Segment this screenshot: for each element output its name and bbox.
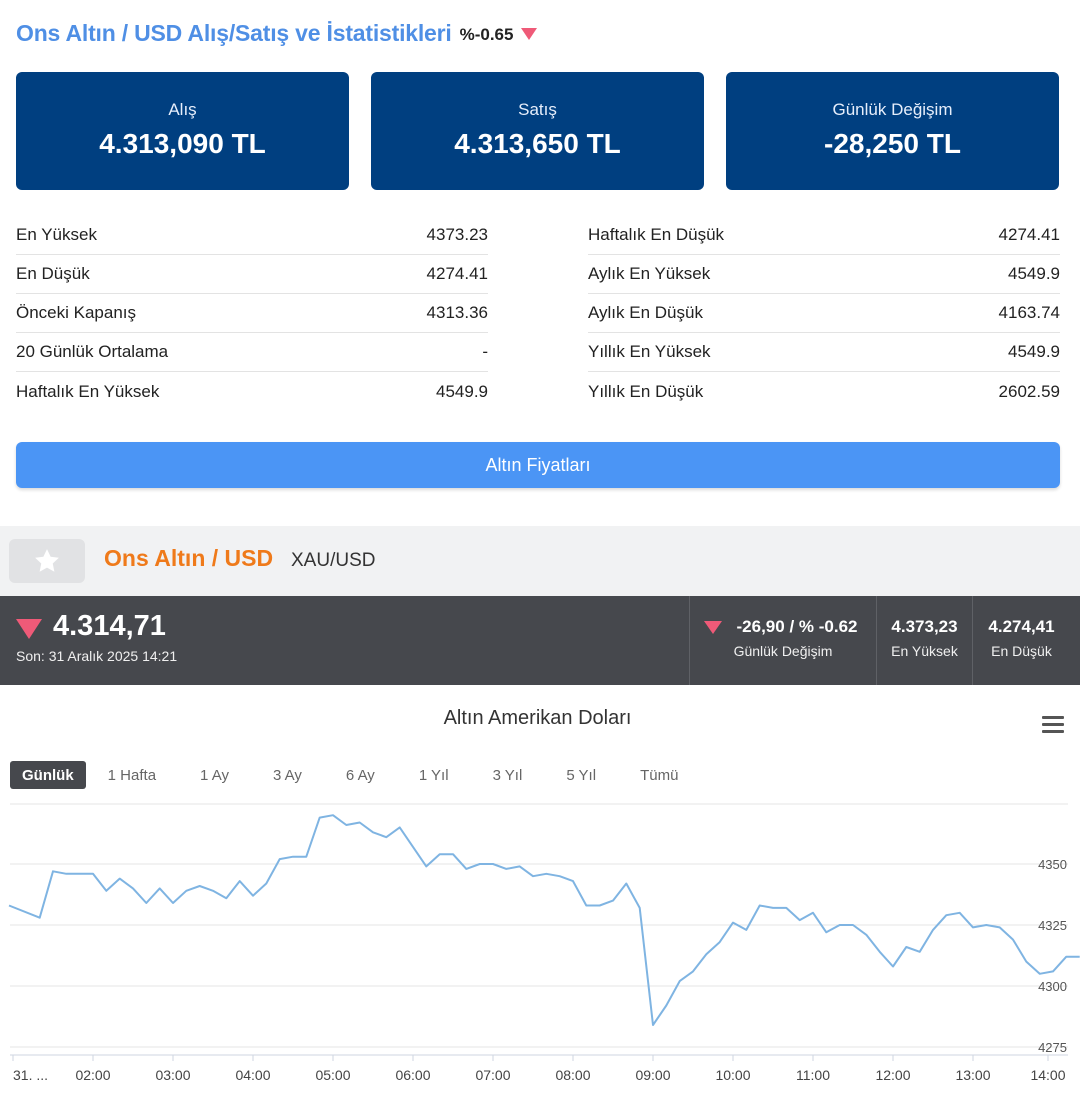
daily-change-label: Günlük Değişim (733, 643, 833, 659)
x-tick-label: 09:00 (635, 1067, 670, 1083)
stat-label: Haftalık En Düşük (588, 225, 725, 244)
range-button[interactable]: 3 Yıl (492, 766, 523, 784)
x-tick-label: 03:00 (155, 1067, 190, 1083)
quote-bar (0, 596, 1080, 685)
card-label: Günlük Değişim (832, 100, 953, 119)
low-cell: 4.274,41 En Düşük (972, 596, 1070, 685)
stats-panel: Ons Altın / USD Alış/Satış ve İstatistik… (0, 0, 1080, 526)
y-tick-label: 4300 (1038, 979, 1067, 994)
range-button[interactable]: 1 Yıl (418, 766, 449, 784)
sell-price-card: Satış 4.313,650 TL (371, 72, 704, 190)
stat-value: 4163.74 (998, 303, 1060, 322)
down-arrow-icon (704, 621, 722, 634)
card-value: -28,250 TL (824, 128, 961, 159)
stat-label: Aylık En Yüksek (588, 264, 711, 283)
stat-row: Aylık En Yüksek 4549.9 (588, 255, 1060, 294)
stat-value: - (482, 342, 488, 361)
range-button[interactable]: 6 Ay (345, 766, 375, 784)
stat-value: 4549.9 (436, 381, 488, 401)
x-tick-label: 05:00 (315, 1067, 350, 1083)
hamburger-menu-icon[interactable] (1042, 716, 1064, 734)
card-label: Alış (168, 100, 197, 119)
down-arrow-icon (16, 619, 42, 639)
x-tick-label: 08:00 (555, 1067, 590, 1083)
stat-row: En Düşük 4274.41 (16, 255, 488, 294)
stat-label: Yıllık En Yüksek (588, 342, 711, 361)
stat-value: 4274.41 (426, 264, 488, 283)
daily-change-value: -26,90 / % -0.62 (736, 617, 858, 636)
star-icon (35, 549, 59, 572)
stat-label: Haftalık En Yüksek (16, 381, 160, 401)
daily-change-card: Günlük Değişim -28,250 TL (726, 72, 1059, 190)
stats-right: Haftalık En Düşük 4274.41 Aylık En Yüksek… (588, 216, 1060, 411)
stat-value: 2602.59 (998, 381, 1060, 401)
last-update-time: Son: 31 Aralık 2025 14:21 (16, 648, 178, 664)
x-tick-label: 13:00 (955, 1067, 990, 1083)
daily-change-cell: -26,90 / % -0.62 Günlük Değişim (689, 596, 876, 685)
favorite-button[interactable] (9, 539, 85, 583)
range-button[interactable]: Tümü (640, 766, 679, 784)
buy-price-card: Alış 4.313,090 TL (16, 72, 349, 190)
range-button[interactable]: 3 Ay (272, 766, 302, 784)
stats-left: En Yüksek 4373.23 En Düşük 4274.41 Önceki … (16, 216, 488, 411)
stat-value: 4274.41 (998, 225, 1060, 244)
stat-label: 20 Günlük Ortalama (16, 342, 169, 361)
x-tick-label: 06:00 (395, 1067, 430, 1083)
high-label: En Yüksek (891, 643, 958, 659)
stat-label: Aylık En Düşük (588, 303, 703, 322)
last-price: 4.314,71 (53, 610, 166, 642)
x-tick-label: 11:00 (796, 1067, 830, 1083)
down-arrow-icon (521, 28, 538, 40)
card-label: Satış (518, 100, 557, 119)
stat-value: 4373.23 (426, 225, 488, 244)
stat-value: 4549.9 (1008, 264, 1060, 283)
stat-row: Yıllık En Düşük 2602.59 (588, 372, 1060, 411)
symbol-header (0, 526, 1080, 596)
title-row: Ons Altın / USD Alış/Satış ve İstatistik… (16, 18, 538, 48)
stat-row: Önceki Kapanış 4313.36 (16, 294, 488, 333)
x-tick-label: 07:00 (475, 1067, 510, 1083)
symbol-name: Ons Altın / USD (104, 545, 274, 571)
stat-row: Haftalık En Yüksek 4549.9 (16, 372, 488, 411)
high-cell: 4.373,23 En Yüksek (876, 596, 972, 685)
change-percent: %-0.65 (459, 24, 514, 44)
y-tick-label: 4350 (1038, 857, 1067, 872)
stat-label: Yıllık En Düşük (588, 381, 704, 401)
range-button[interactable]: 1 Hafta (107, 766, 157, 784)
x-tick-label: 31. ... (13, 1067, 48, 1083)
stat-row: En Yüksek 4373.23 (16, 216, 488, 255)
y-tick-label: 4325 (1038, 918, 1067, 933)
high-value: 4.373,23 (891, 617, 958, 636)
x-tick-label: 12:00 (875, 1067, 910, 1083)
stat-label: Önceki Kapanış (16, 303, 137, 322)
range-button[interactable]: 1 Ay (200, 766, 229, 784)
range-button[interactable]: Günlük (10, 761, 86, 789)
range-button[interactable]: 5 Yıl (566, 766, 597, 784)
card-value: 4.313,650 TL (454, 128, 621, 159)
stat-value: 4313.36 (426, 303, 488, 322)
page-title: Ons Altın / USD Alış/Satış ve İstatistik… (16, 19, 452, 46)
chart-title: Altın Amerikan Doları (443, 707, 632, 729)
stat-row: Haftalık En Düşük 4274.41 (588, 216, 1060, 255)
y-tick-label: 4275 (1038, 1040, 1067, 1055)
stat-row: 20 Günlük Ortalama - (16, 333, 488, 372)
low-label: En Düşük (991, 643, 1052, 659)
x-tick-label: 02:00 (75, 1067, 110, 1083)
stat-label: En Yüksek (16, 225, 97, 244)
price-line-chart: 4275 4300 4325 4350 31. ... 02:00 03:00 04:00 05… (8, 803, 1080, 1083)
range-selector: Günlük 1 Hafta 1 Ay 3 Ay 6 Ay 1 Yıl 3 Yıl 5 Yıl… (10, 761, 690, 789)
x-tick-label: 14:00 (1030, 1067, 1065, 1083)
stat-row: Yıllık En Yüksek 4549.9 (588, 333, 1060, 372)
price-series-line (8, 814, 1080, 1026)
stat-row: Aylık En Düşük 4163.74 (588, 294, 1060, 333)
x-tick-label: 04:00 (235, 1067, 270, 1083)
stat-value: 4549.9 (1008, 342, 1060, 361)
card-value: 4.313,090 TL (99, 128, 266, 159)
gold-prices-button[interactable]: Altın Fiyatları (16, 442, 1060, 488)
stat-label: En Düşük (16, 264, 90, 283)
low-value: 4.274,41 (988, 617, 1055, 636)
x-tick-label: 10:00 (715, 1067, 750, 1083)
symbol-code: XAU/USD (291, 550, 376, 571)
